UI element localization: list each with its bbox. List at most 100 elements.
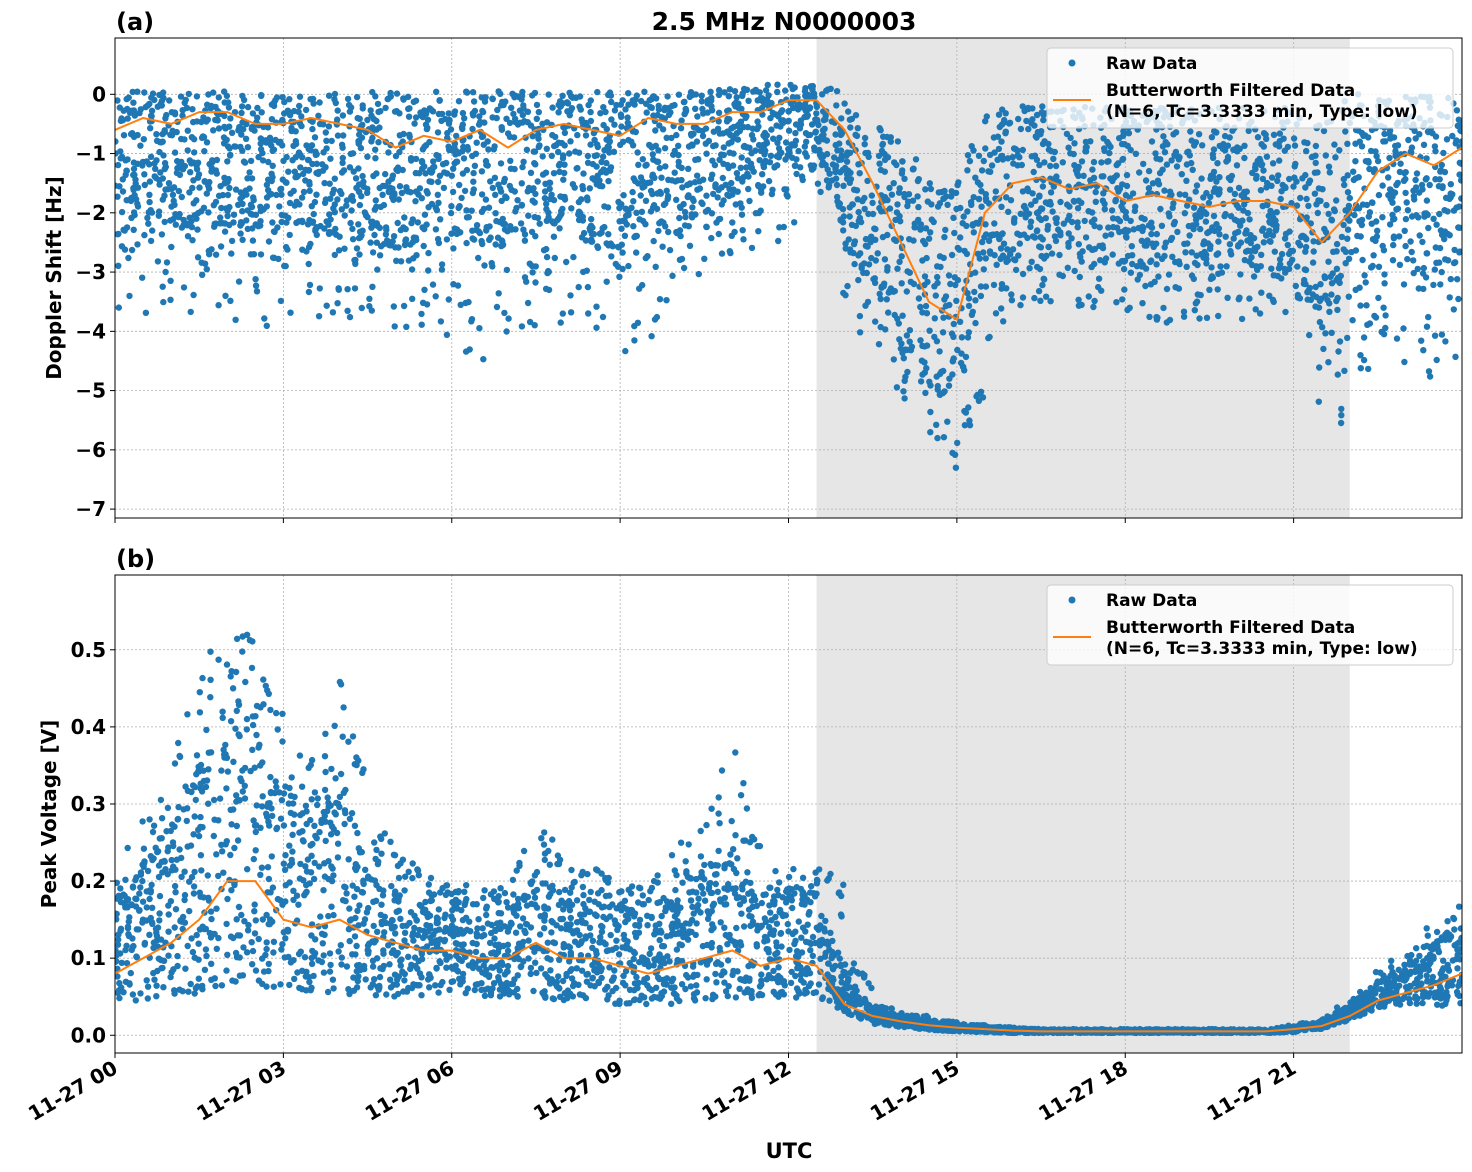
- raw-data-point: [1246, 216, 1253, 223]
- raw-data-point: [188, 160, 195, 167]
- raw-data-point: [181, 136, 188, 143]
- raw-data-point: [1091, 245, 1099, 253]
- raw-data-point: [1336, 338, 1344, 345]
- raw-data-point: [1111, 174, 1118, 181]
- raw-data-point: [1041, 159, 1048, 166]
- raw-data-point: [127, 197, 135, 205]
- raw-data-point: [599, 153, 607, 160]
- raw-data-point: [236, 732, 243, 740]
- raw-data-point: [1162, 139, 1169, 146]
- raw-data-point: [1251, 247, 1259, 255]
- raw-data-point: [328, 137, 335, 145]
- raw-data-point: [1221, 212, 1228, 220]
- raw-data-point: [224, 951, 231, 958]
- raw-data-point: [246, 169, 253, 176]
- raw-data-point: [402, 873, 409, 880]
- raw-data-point: [1257, 187, 1265, 194]
- raw-data-point: [1068, 235, 1075, 242]
- raw-data-point: [139, 877, 146, 885]
- raw-data-point: [951, 229, 958, 237]
- raw-data-point: [192, 984, 200, 992]
- raw-data-point: [399, 968, 406, 975]
- raw-data-point: [1312, 142, 1320, 150]
- raw-data-point: [675, 142, 682, 149]
- raw-data-point: [115, 895, 121, 902]
- raw-data-point: [152, 925, 160, 933]
- raw-data-point: [209, 157, 216, 164]
- raw-data-point: [373, 170, 380, 177]
- raw-data-point: [1299, 175, 1306, 182]
- raw-data-point: [591, 152, 598, 160]
- raw-data-point: [1333, 240, 1341, 248]
- raw-data-point: [1442, 338, 1449, 345]
- raw-data-point: [1167, 236, 1175, 244]
- raw-data-point: [137, 142, 144, 149]
- raw-data-point: [212, 982, 219, 990]
- raw-data-point: [1281, 147, 1289, 154]
- raw-data-point: [1123, 214, 1130, 222]
- raw-data-point: [1204, 229, 1211, 237]
- raw-data-point: [934, 273, 941, 281]
- raw-data-point: [850, 240, 858, 248]
- raw-data-point: [965, 329, 972, 336]
- raw-data-point: [1458, 160, 1462, 167]
- raw-data-point: [517, 220, 525, 227]
- raw-data-point: [833, 181, 841, 189]
- raw-data-point: [193, 215, 200, 222]
- raw-data-point: [491, 174, 499, 181]
- raw-data-point: [153, 993, 160, 1000]
- raw-data-point: [115, 262, 122, 269]
- raw-data-point: [1114, 215, 1121, 223]
- raw-data-point: [314, 801, 321, 809]
- raw-data-point: [371, 221, 379, 229]
- raw-data-point: [603, 159, 610, 167]
- raw-data-point: [277, 297, 285, 305]
- raw-data-point: [373, 117, 380, 125]
- raw-data-point: [352, 861, 359, 868]
- raw-data-point: [1193, 298, 1201, 305]
- raw-data-point: [400, 96, 407, 103]
- raw-data-point: [1066, 212, 1073, 220]
- raw-data-point: [423, 221, 430, 228]
- raw-data-point: [296, 984, 303, 992]
- raw-data-point: [492, 191, 499, 198]
- raw-data-point: [460, 155, 468, 162]
- raw-data-point: [159, 283, 166, 290]
- raw-data-point: [1045, 243, 1052, 251]
- raw-data-point: [469, 89, 477, 96]
- raw-data-point: [349, 225, 356, 233]
- raw-data-point: [1306, 331, 1313, 339]
- raw-data-point: [284, 107, 292, 114]
- raw-data-point: [1098, 159, 1105, 166]
- raw-data-point: [226, 145, 233, 152]
- raw-data-point: [244, 207, 251, 214]
- raw-data-point: [961, 422, 969, 429]
- raw-data-point: [372, 992, 380, 999]
- raw-data-point: [823, 177, 831, 184]
- raw-data-point: [319, 161, 326, 168]
- raw-data-point: [1049, 208, 1056, 215]
- raw-data-point: [838, 156, 845, 163]
- raw-data-point: [413, 236, 420, 244]
- raw-data-point: [1024, 234, 1031, 242]
- raw-data-point: [252, 211, 260, 218]
- raw-data-point: [576, 103, 583, 110]
- raw-data-point: [147, 914, 154, 922]
- raw-data-point: [252, 276, 259, 283]
- raw-data-point: [172, 906, 180, 913]
- raw-data-point: [1345, 293, 1353, 300]
- raw-data-point: [328, 877, 336, 885]
- raw-data-point: [459, 109, 467, 117]
- raw-data-point: [369, 134, 376, 142]
- raw-data-point: [303, 881, 310, 889]
- raw-data-point: [1215, 312, 1222, 320]
- raw-data-point: [340, 789, 347, 796]
- raw-data-point: [257, 146, 265, 153]
- raw-data-point: [940, 314, 947, 321]
- raw-data-point: [521, 237, 529, 244]
- raw-data-point: [639, 156, 646, 163]
- raw-data-point: [994, 133, 1002, 140]
- raw-data-point: [459, 170, 467, 177]
- raw-data-point: [227, 673, 234, 680]
- raw-data-point: [472, 150, 480, 157]
